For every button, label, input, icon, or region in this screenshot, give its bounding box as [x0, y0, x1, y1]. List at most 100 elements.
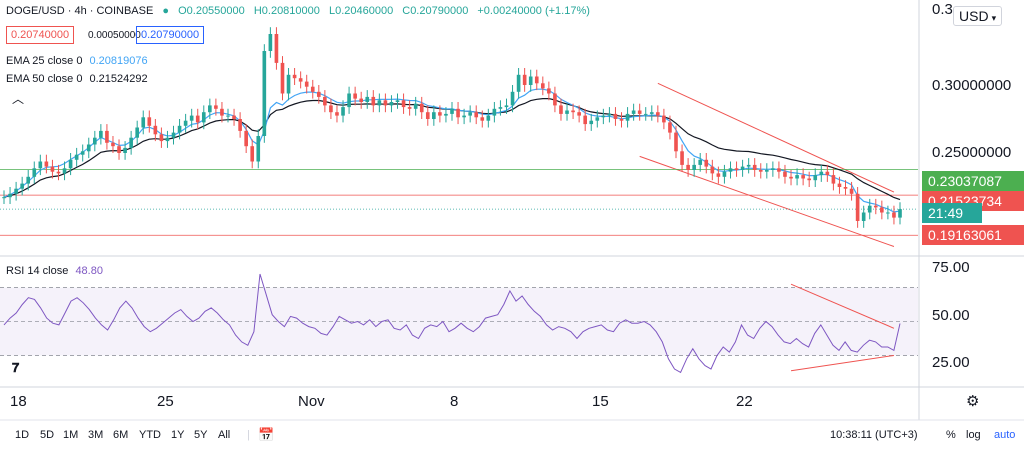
candle	[201, 105, 206, 130]
candle-body	[886, 212, 890, 214]
candle-body	[898, 209, 902, 218]
candle	[553, 86, 557, 113]
candle	[274, 27, 279, 70]
candle	[849, 181, 854, 201]
candle	[38, 154, 43, 176]
date-range-icon[interactable]: 📅	[258, 427, 275, 442]
candle-body	[99, 130, 103, 138]
candle-body	[516, 74, 521, 92]
candle-body	[837, 183, 842, 187]
auto-toggle[interactable]: auto	[994, 429, 1016, 441]
candle-body	[553, 93, 557, 106]
candle	[86, 137, 91, 159]
candle	[153, 119, 158, 142]
time-label-15: 15	[592, 393, 609, 410]
candle-body	[849, 188, 854, 194]
bid-price-box[interactable]: 0.20740000	[6, 26, 75, 44]
candle-body	[438, 112, 442, 116]
candle	[208, 98, 212, 119]
tf-ytd[interactable]: YTD	[139, 429, 161, 441]
candle	[347, 86, 351, 114]
settings-gear-icon[interactable]: ⚙	[966, 393, 980, 410]
candle-body	[510, 91, 515, 106]
ema25-legend[interactable]: EMA 25 close 0 0.20819076	[6, 55, 148, 67]
tf-1d[interactable]: 1D	[15, 429, 30, 441]
candle-body	[208, 105, 212, 113]
candle-body	[565, 110, 569, 114]
candle	[195, 108, 200, 130]
time-label-22: 22	[736, 393, 753, 410]
candle	[268, 27, 273, 58]
log-toggle[interactable]: log	[966, 429, 981, 441]
candle-body	[123, 147, 127, 153]
candle-body	[468, 112, 472, 116]
candle	[662, 108, 666, 130]
candle-body	[571, 110, 575, 113]
candle	[359, 91, 364, 109]
clock[interactable]: 10:38:11 (UTC+3)	[830, 429, 918, 441]
candle	[601, 108, 606, 125]
candle	[492, 102, 497, 123]
candle-body	[177, 125, 182, 133]
candle-body	[619, 119, 624, 121]
tradingview-logo-icon[interactable]: 𝟕	[12, 360, 20, 375]
candle	[377, 93, 382, 113]
candle-body	[432, 112, 436, 119]
ask-price-box[interactable]: 0.20790000	[136, 26, 205, 44]
candle-body	[153, 125, 158, 135]
candle	[244, 124, 248, 153]
symbol-title[interactable]: DOGE/USD · 4h · COINBASE	[6, 5, 154, 17]
rsi-tick-50: 50.00	[932, 307, 970, 324]
candle-body	[861, 212, 866, 221]
rsi-legend[interactable]: RSI 14 close 48.80	[6, 265, 103, 277]
candle-body	[722, 171, 727, 177]
candle	[147, 110, 152, 133]
candle	[341, 100, 345, 123]
candle	[522, 68, 527, 92]
candle-body	[159, 134, 164, 142]
candle-body	[758, 170, 763, 172]
candle	[468, 105, 472, 123]
candle-body	[298, 78, 303, 82]
candle-body	[165, 137, 170, 142]
candle	[280, 56, 285, 101]
tf-6m[interactable]: 6M	[113, 429, 129, 441]
candle	[304, 74, 309, 94]
tf-5d[interactable]: 5D	[40, 429, 55, 441]
candle	[256, 129, 261, 169]
percent-toggle[interactable]: %	[946, 429, 956, 441]
candle	[668, 115, 672, 140]
candle	[99, 124, 103, 145]
tf-1y[interactable]: 1Y	[171, 429, 185, 441]
candle-body	[777, 168, 781, 172]
candle	[498, 100, 503, 116]
candle-body	[62, 168, 67, 174]
candle-body	[613, 113, 618, 119]
candle	[2, 190, 6, 204]
tf-1m[interactable]: 1M	[63, 429, 79, 441]
candle-body	[456, 108, 460, 118]
candle	[353, 86, 357, 106]
currency-selector[interactable]: USD ▾	[953, 6, 1003, 26]
tf-all[interactable]: All	[218, 429, 231, 441]
candle-body	[831, 175, 836, 184]
tf-5y[interactable]: 5Y	[194, 429, 208, 441]
candle-body	[674, 132, 678, 152]
collapse-legend-icon[interactable]: ︿	[12, 92, 25, 106]
candle	[861, 205, 866, 228]
candle	[413, 96, 418, 116]
candle	[867, 198, 872, 220]
candle	[801, 168, 805, 186]
ema50-legend[interactable]: EMA 50 close 0 0.21524292	[6, 73, 148, 85]
candle-body	[637, 110, 642, 114]
candle-body	[220, 108, 224, 116]
candle	[873, 198, 878, 215]
candle-body	[377, 100, 382, 106]
candle-body	[480, 117, 485, 121]
candle	[92, 130, 97, 152]
tf-3m[interactable]: 3M	[88, 429, 104, 441]
price-levels	[0, 168, 918, 236]
candle	[474, 105, 479, 125]
candle	[613, 107, 618, 126]
